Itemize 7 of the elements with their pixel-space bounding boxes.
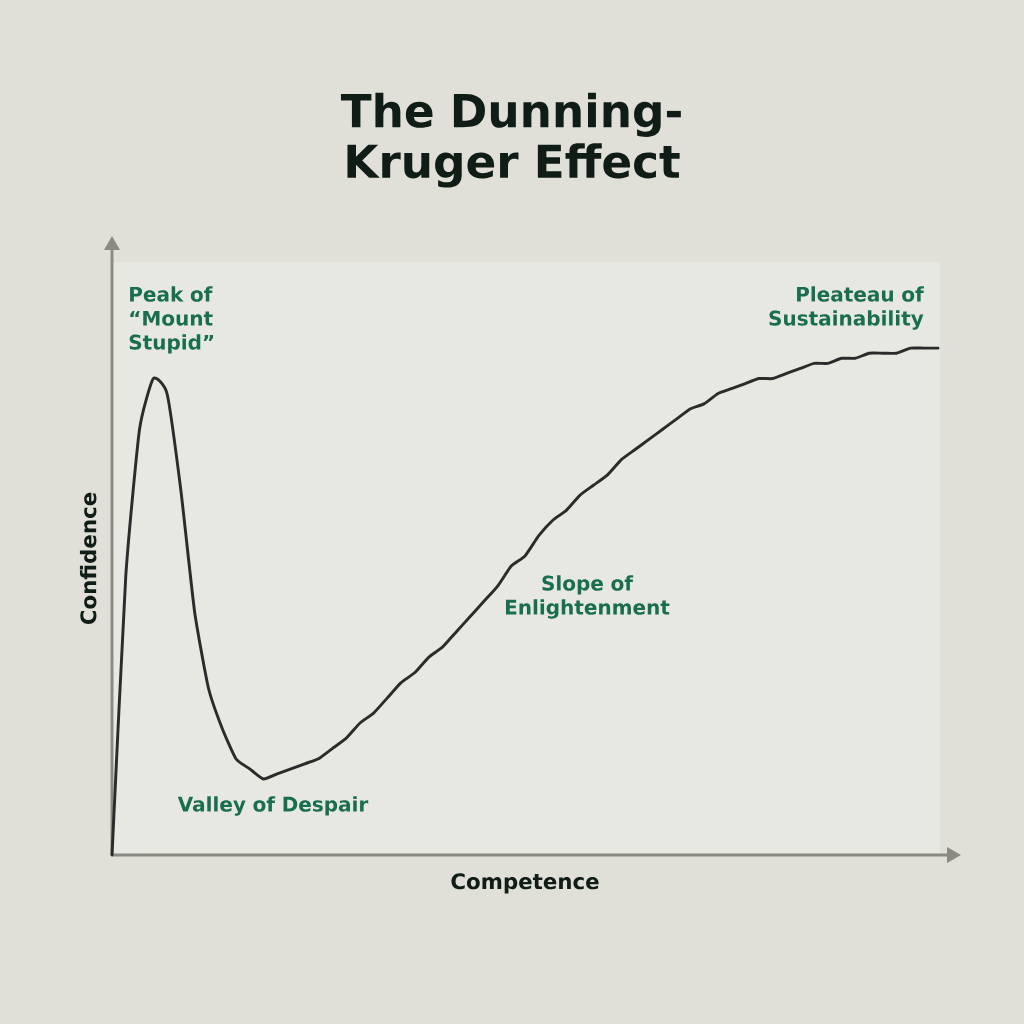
- annotation: Valley of Despair: [177, 796, 369, 816]
- x-axis-title: Competence: [451, 873, 599, 894]
- text: Pleateau of Sustainability: [769, 286, 924, 330]
- y-axis-title: Confidence: [79, 492, 97, 625]
- annotation: Slope of Enlightenment: [505, 575, 670, 619]
- annotation: Peak of “Mount Stupid”: [129, 286, 214, 354]
- chart-title: The Dunning-Kruger Effect: [340, 92, 681, 188]
